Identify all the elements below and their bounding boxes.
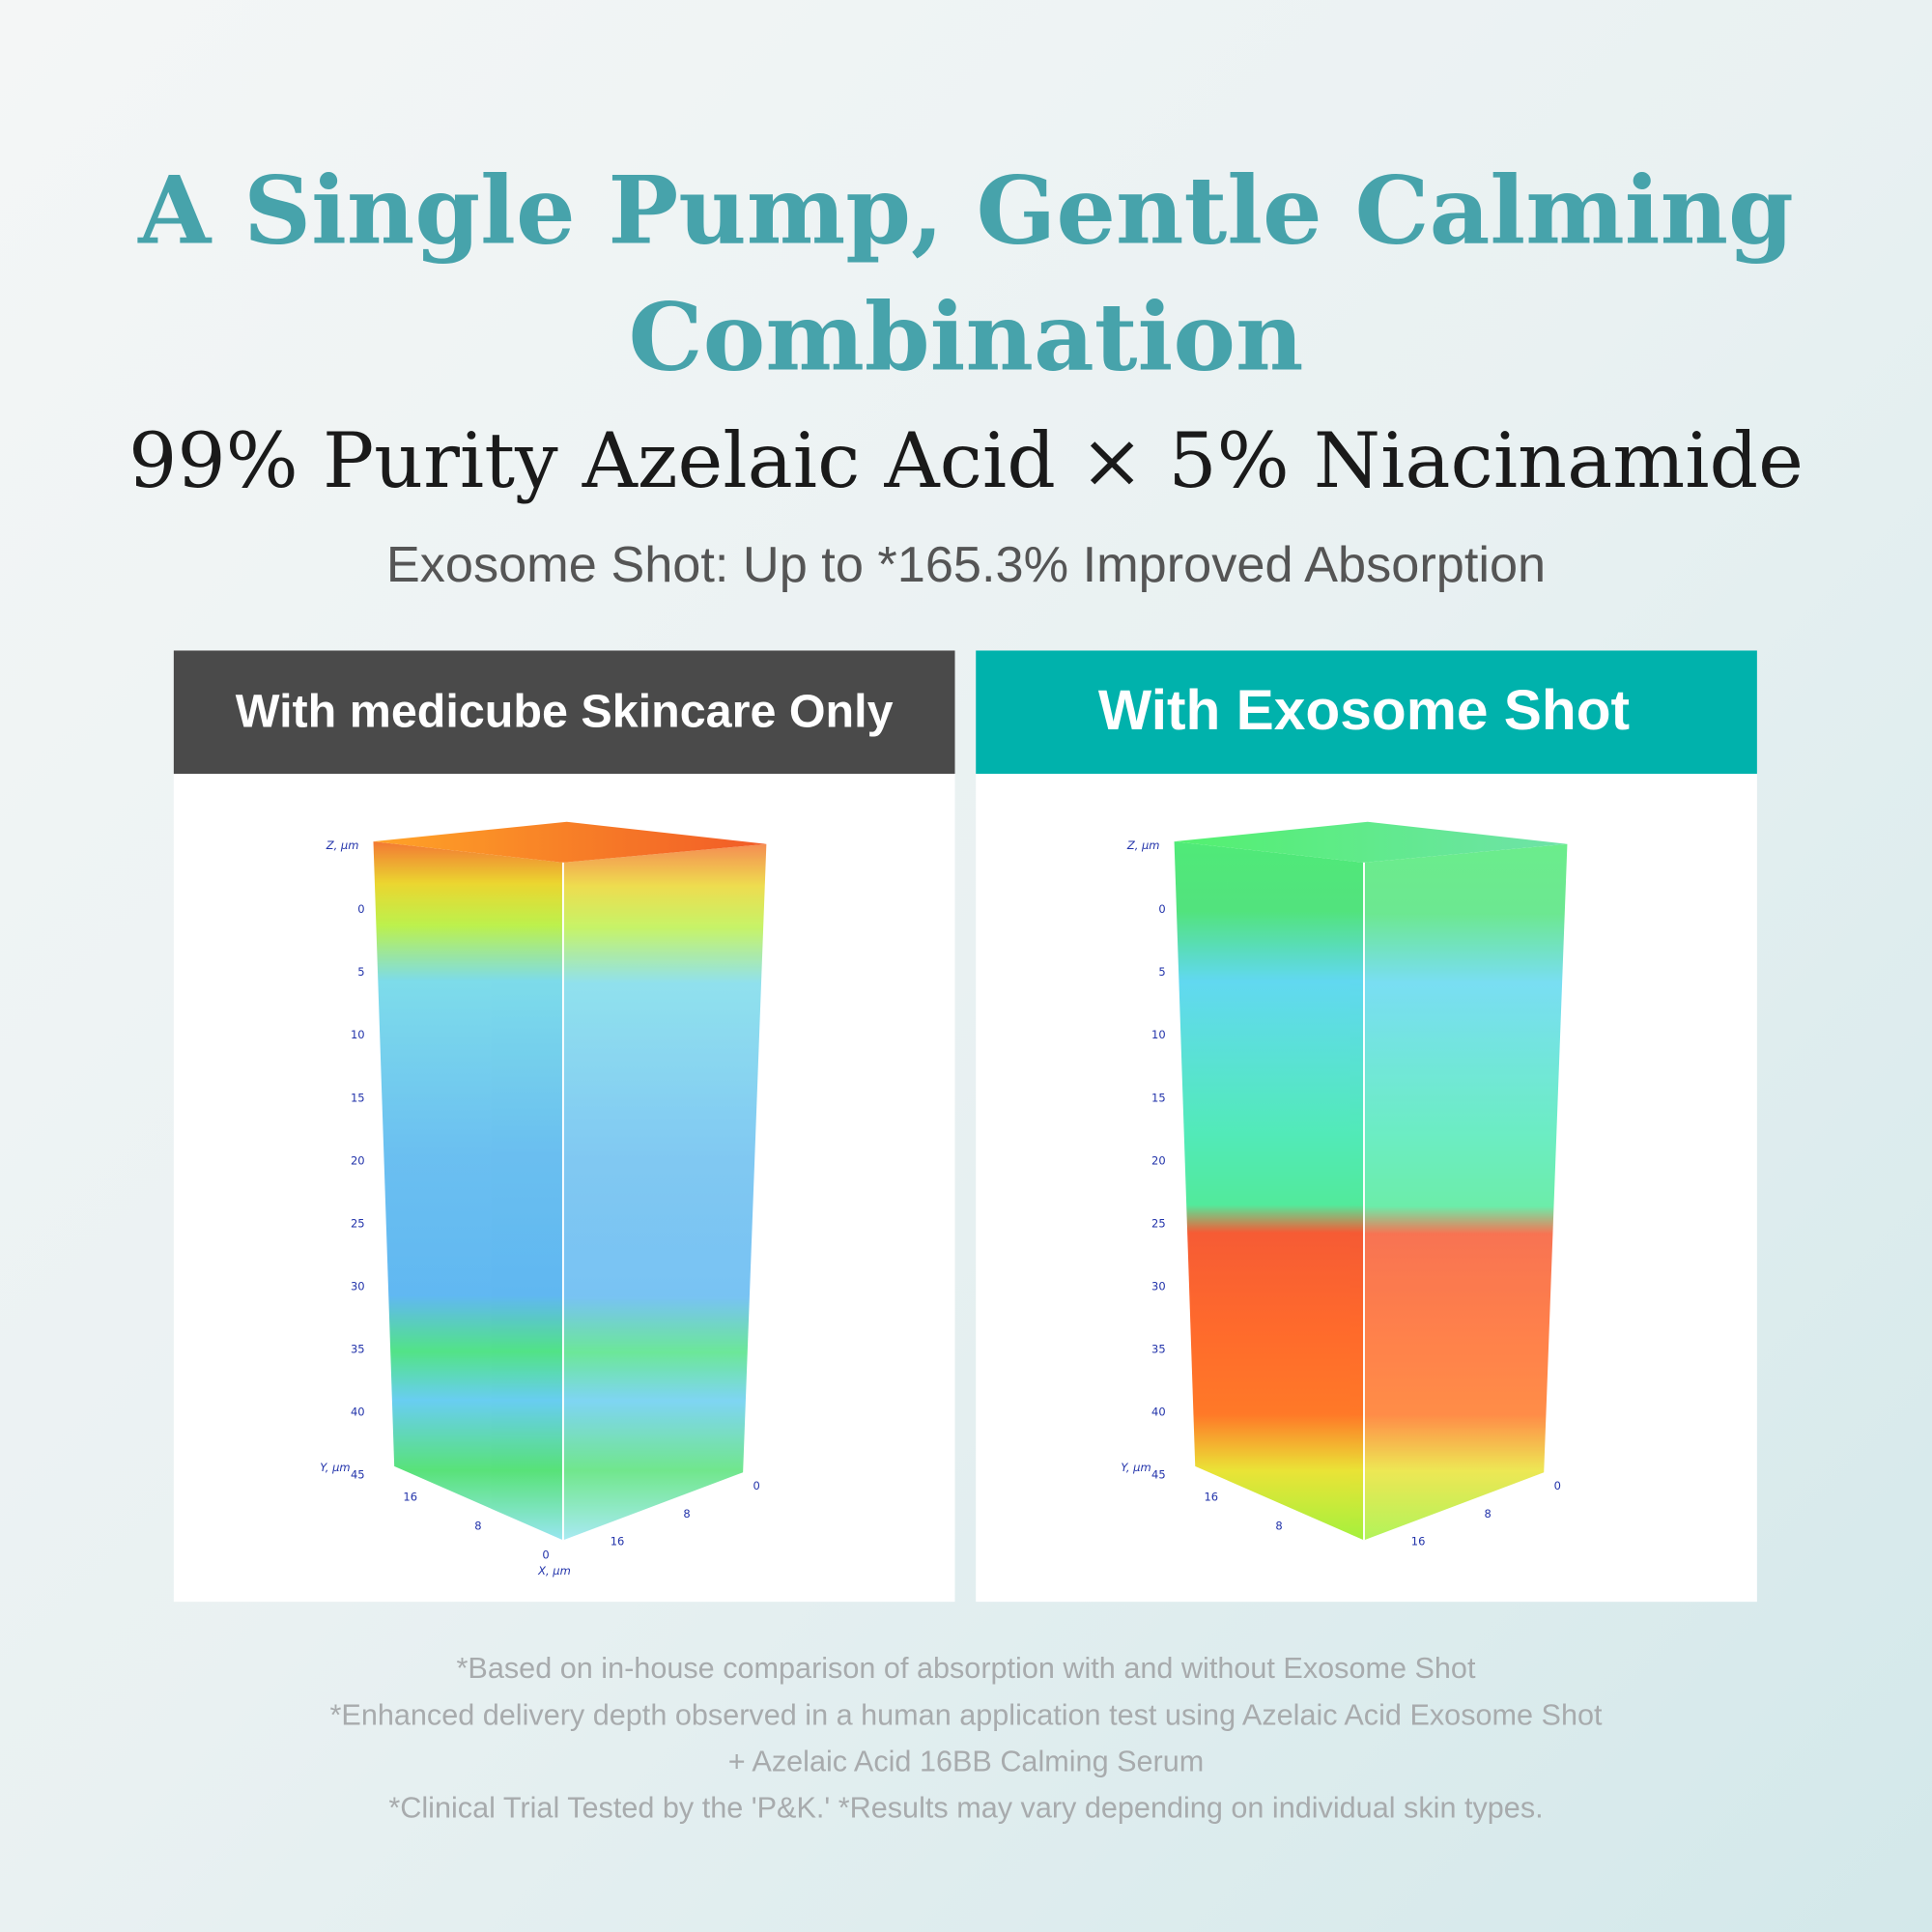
footnotes: *Based on in-house comparison of absorpt… <box>329 1652 1603 1824</box>
axis-label: Z, µm <box>326 838 359 852</box>
box-face <box>1363 843 1568 1541</box>
scan-box <box>373 821 767 1541</box>
tick-label: 25 <box>1151 1216 1166 1230</box>
footnote: + Azelaic Acid 16BB Calming Serum <box>728 1745 1205 1777</box>
tick-label: 16 <box>611 1534 625 1548</box>
tick-label: 30 <box>1151 1279 1166 1293</box>
panel-label: With medicube Skincare Only <box>236 686 894 738</box>
tick-label: 35 <box>351 1343 365 1356</box>
box-top <box>373 821 767 863</box>
tick-label: 8 <box>474 1520 481 1533</box>
tick-label: 35 <box>1151 1343 1166 1356</box>
panel-header <box>173 650 955 775</box>
axis-label: Z, µm <box>1126 838 1160 852</box>
tick-label: 5 <box>1158 965 1165 979</box>
axis-label: Y, µm <box>320 1461 350 1474</box>
tick-label: 15 <box>1151 1091 1166 1104</box>
tick-label: 10 <box>1151 1028 1166 1041</box>
tick-label: 16 <box>1411 1534 1426 1548</box>
tick-label: 0 <box>753 1479 760 1492</box>
box-face <box>1174 841 1364 1541</box>
title-line: Combination <box>629 282 1304 392</box>
tick-label: 20 <box>1151 1153 1166 1167</box>
tick-label: 16 <box>1205 1491 1219 1504</box>
axis-label: X, µm <box>537 1564 571 1577</box>
footnote: *Clinical Trial Tested by the 'P&K.' *Re… <box>388 1792 1543 1825</box>
tick-label: 5 <box>357 965 364 979</box>
tick-label: 0 <box>1554 1479 1561 1492</box>
tick-label: 30 <box>351 1279 365 1293</box>
axis-label: Y, µm <box>1121 1461 1151 1474</box>
footnote: *Enhanced delivery depth observed in a h… <box>329 1698 1603 1731</box>
tick-label: 25 <box>351 1216 365 1230</box>
tick-label: 8 <box>1275 1520 1282 1533</box>
tick-label: 45 <box>351 1468 365 1482</box>
tick-label: 8 <box>1485 1507 1492 1520</box>
tick-label: 0 <box>357 902 364 916</box>
tick-label: 0 <box>1158 902 1165 916</box>
box-face <box>562 843 767 1541</box>
subtitle: 99% Purity Azelaic Acid × 5% Niacinamide <box>128 416 1804 505</box>
tick-label: 0 <box>542 1548 549 1562</box>
tagline: Exosome Shot: Up to *165.3% Improved Abs… <box>386 537 1546 593</box>
tick-label: 40 <box>351 1406 365 1419</box>
tick-label: 10 <box>351 1028 365 1041</box>
footnote: *Based on in-house comparison of absorpt… <box>457 1652 1476 1685</box>
box-face <box>373 841 563 1541</box>
panel-label: With Exosome Shot <box>1098 679 1630 742</box>
tick-label: 16 <box>403 1491 417 1504</box>
panel-header <box>976 650 1757 775</box>
tick-label: 40 <box>1151 1406 1166 1419</box>
tick-label: 20 <box>351 1153 365 1167</box>
title-line: A Single Pump, Gentle Calming <box>137 155 1794 265</box>
tick-label: 8 <box>683 1507 690 1520</box>
scan-box <box>1174 821 1568 1541</box>
box-top <box>1174 821 1568 863</box>
tick-label: 45 <box>1151 1468 1166 1482</box>
tick-label: 15 <box>351 1091 365 1104</box>
